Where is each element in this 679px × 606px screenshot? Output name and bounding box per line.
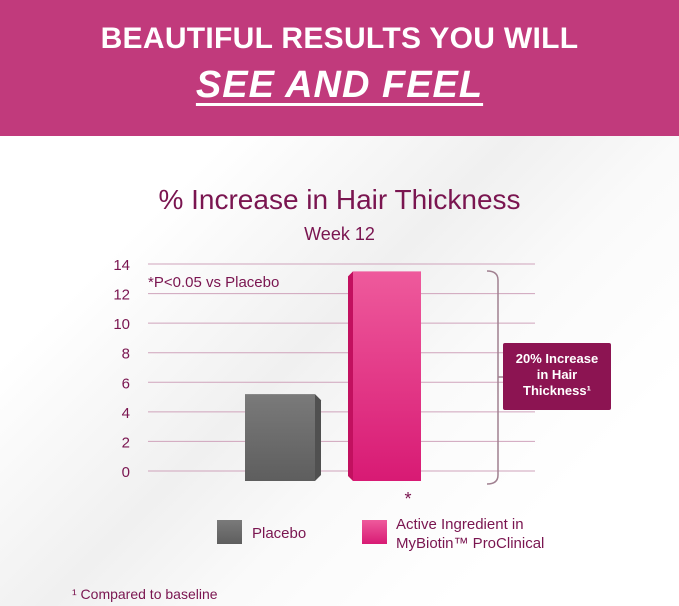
- callout-box: [503, 343, 611, 410]
- legend-swatch-active: [362, 520, 387, 544]
- legend-label-placebo: Placebo: [252, 525, 306, 542]
- bar-side: [315, 394, 321, 481]
- callout-text: Thickness¹: [523, 383, 591, 398]
- legend-label-active: MyBiotin™ ProClinical: [396, 535, 544, 552]
- footnote: ¹ Compared to baseline: [72, 586, 218, 602]
- significance-note: *P<0.05 vs Placebo: [148, 274, 279, 291]
- y-tick-label: 6: [122, 375, 130, 392]
- legend-label-active: Active Ingredient in: [396, 516, 524, 533]
- bar-placebo: [245, 394, 315, 481]
- bracket: [486, 270, 503, 485]
- banner-headline: BEAUTIFUL RESULTS YOU WILL: [100, 22, 579, 55]
- y-tick-label: 0: [122, 464, 130, 481]
- header-banner: BEAUTIFUL RESULTS YOU WILL SEE AND FEEL: [0, 0, 679, 136]
- chart-title: % Increase in Hair Thickness: [158, 184, 521, 215]
- callout-text: in Hair: [537, 367, 577, 382]
- chart-subtitle: Week 12: [304, 224, 375, 244]
- legend-swatch-placebo: [217, 520, 242, 544]
- callout-text: 20% Increase: [516, 351, 598, 366]
- significance-marker: *: [404, 489, 411, 509]
- y-tick-label: 12: [113, 287, 130, 304]
- banner-emphasis: SEE AND FEEL: [195, 64, 484, 106]
- y-tick-label: 10: [113, 316, 130, 333]
- y-tick-label: 8: [122, 346, 130, 363]
- bar-active: [353, 271, 421, 481]
- bar-side: [348, 271, 353, 481]
- y-tick-label: 14: [113, 257, 130, 274]
- y-tick-label: 2: [122, 434, 130, 451]
- y-tick-label: 4: [122, 405, 130, 422]
